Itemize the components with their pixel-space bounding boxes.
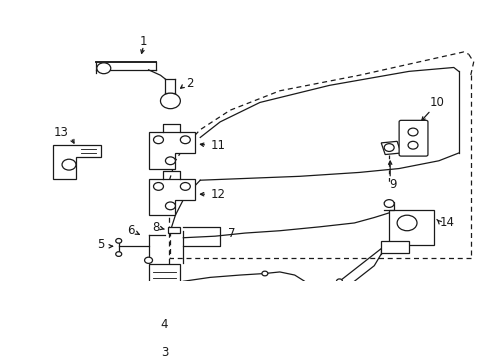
Polygon shape (148, 179, 195, 215)
Circle shape (384, 144, 393, 152)
Text: 8: 8 (151, 221, 159, 234)
Text: 11: 11 (210, 139, 225, 152)
Circle shape (165, 202, 175, 210)
Circle shape (97, 63, 111, 74)
Text: 10: 10 (428, 96, 444, 109)
Text: 13: 13 (54, 126, 68, 139)
FancyBboxPatch shape (398, 120, 427, 156)
Text: 9: 9 (388, 177, 396, 190)
Circle shape (180, 183, 190, 190)
Polygon shape (53, 145, 101, 179)
Circle shape (116, 239, 122, 243)
Text: 2: 2 (186, 77, 194, 90)
Text: 4: 4 (161, 318, 168, 330)
Circle shape (396, 215, 416, 231)
Circle shape (62, 159, 76, 170)
Circle shape (160, 93, 180, 109)
Circle shape (384, 200, 393, 207)
Text: 7: 7 (228, 226, 235, 239)
Polygon shape (381, 141, 400, 154)
Bar (148, 264, 180, 295)
Text: 14: 14 (438, 216, 453, 229)
Circle shape (165, 157, 175, 165)
Circle shape (407, 141, 417, 149)
Circle shape (336, 279, 342, 284)
Text: 12: 12 (210, 188, 225, 201)
Circle shape (262, 271, 267, 276)
Bar (168, 227, 180, 233)
Circle shape (116, 252, 122, 256)
Circle shape (144, 257, 152, 264)
Bar (381, 241, 408, 252)
Text: 6: 6 (127, 224, 134, 237)
Text: 1: 1 (140, 35, 147, 48)
Circle shape (153, 183, 163, 190)
Circle shape (407, 128, 417, 136)
Bar (388, 210, 433, 245)
Circle shape (180, 136, 190, 144)
Polygon shape (148, 132, 195, 168)
Bar (138, 327, 190, 343)
Circle shape (153, 136, 163, 144)
Text: 5: 5 (97, 238, 104, 251)
Text: 3: 3 (161, 346, 168, 359)
